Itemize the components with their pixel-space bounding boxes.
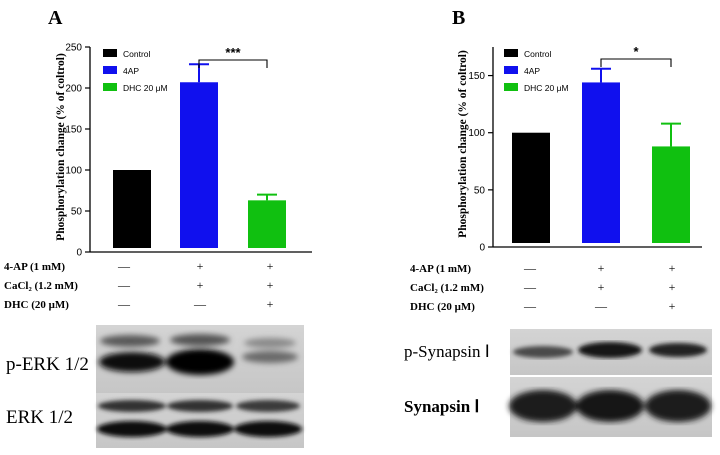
condition-b-mark: +	[669, 299, 676, 313]
chart-b-ylabel: Phosphorylation change (% of coltrol)	[457, 50, 469, 238]
condition-a-mark: +	[267, 259, 274, 273]
condition-a-mark: —	[117, 259, 131, 273]
conditions-b: 4-AP (1 mM) — + + CaCl₂ (1.2 mM) — + + DHC (20 μ…	[410, 261, 676, 313]
chart-b-ytick-label: 50	[474, 185, 486, 196]
chart-a-ytick-label: 0	[76, 248, 82, 259]
conditions-a: 4-AP (1 mM) — + + CaCl₂ (1.2 mM) — + + DHC (20 μ…	[4, 259, 274, 311]
chart-b-legend-swatch	[504, 83, 518, 91]
blot-b-phospho	[510, 329, 712, 375]
chart-b-significance-label: *	[633, 44, 639, 59]
panel-a-letter: A	[48, 7, 63, 29]
chart-a-significance-label: ***	[225, 45, 241, 60]
chart-a-bar	[180, 82, 218, 248]
chart-a-ytick-label: 150	[65, 125, 82, 136]
condition-b-label: CaCl₂ (1.2 mM)	[410, 282, 484, 294]
condition-a-label: DHC (20 μM)	[4, 299, 69, 311]
blot-a-total-label: ERK 1/2	[6, 407, 73, 428]
blot-b-total-label: Synapsin Ⅰ	[404, 397, 479, 416]
chart-a-ytick-label: 50	[71, 207, 83, 218]
chart-a-ylabel: Phosphorylation change (% of coltrol)	[55, 53, 67, 241]
condition-a-label: 4-AP (1 mM)	[4, 261, 65, 273]
chart-a-ytick-label: 250	[65, 43, 82, 54]
chart-b-legend-swatch	[504, 66, 518, 74]
chart-b-ytick-label: 100	[468, 128, 485, 139]
condition-a-mark: +	[197, 278, 204, 292]
chart-b-legend-label: 4AP	[524, 66, 540, 76]
condition-a-mark: —	[117, 278, 131, 292]
condition-a-mark: +	[197, 259, 204, 273]
condition-b-label: 4-AP (1 mM)	[410, 263, 471, 275]
chart-b-significance-bracket	[600, 58, 672, 67]
chart-a-legend-label: Control	[123, 49, 151, 59]
blot-a-phospho	[96, 325, 304, 395]
blot-b-total	[509, 377, 712, 437]
panel-b-letter: B	[452, 7, 465, 29]
condition-a-mark: —	[193, 297, 207, 311]
chart-a-ytick-label: 200	[65, 84, 82, 95]
blot-a-phospho-label: p-ERK 1/2	[6, 354, 89, 375]
chart-a: Phosphorylation change (% of coltrol) 0 5…	[55, 43, 312, 259]
condition-a-mark: —	[117, 297, 131, 311]
condition-b-mark: —	[523, 299, 537, 313]
condition-a-label: CaCl₂ (1.2 mM)	[4, 280, 78, 292]
condition-b-mark: —	[523, 261, 537, 275]
condition-b-mark: +	[598, 280, 605, 294]
chart-b-ytick-label: 150	[468, 71, 485, 82]
condition-b-label: DHC (20 μM)	[410, 301, 475, 313]
chart-a-significance-bracket	[198, 59, 268, 68]
chart-a-legend-swatch	[103, 83, 117, 91]
condition-b-mark: —	[523, 280, 537, 294]
chart-a-legend-swatch	[103, 66, 117, 74]
chart-b-legend-label: Control	[524, 49, 552, 59]
chart-b-ytick-label: 0	[479, 243, 485, 254]
chart-a-legend-label: DHC 20 μM	[123, 83, 168, 93]
condition-b-mark: —	[594, 299, 608, 313]
blot-b-phospho-label: p-Synapsin Ⅰ	[404, 342, 490, 361]
condition-b-mark: +	[669, 280, 676, 294]
chart-a-ytick-label: 100	[65, 166, 82, 177]
condition-a-mark: +	[267, 297, 274, 311]
blot-a-total	[96, 393, 304, 448]
condition-b-mark: +	[598, 261, 605, 275]
chart-a-legend-swatch	[103, 49, 117, 57]
chart-b-bar	[512, 132, 550, 243]
chart-b-bar	[652, 146, 690, 243]
chart-a-bar	[248, 200, 286, 248]
condition-b-mark: +	[669, 261, 676, 275]
chart-a-legend-label: 4AP	[123, 66, 139, 76]
chart-b-bar	[582, 82, 620, 243]
chart-b-legend-swatch	[504, 49, 518, 57]
chart-b: Phosphorylation change (% of coltrol) 0 5…	[457, 44, 702, 254]
chart-a-bar	[113, 170, 151, 248]
chart-b-legend-label: DHC 20 μM	[524, 83, 569, 93]
condition-a-mark: +	[267, 278, 274, 292]
